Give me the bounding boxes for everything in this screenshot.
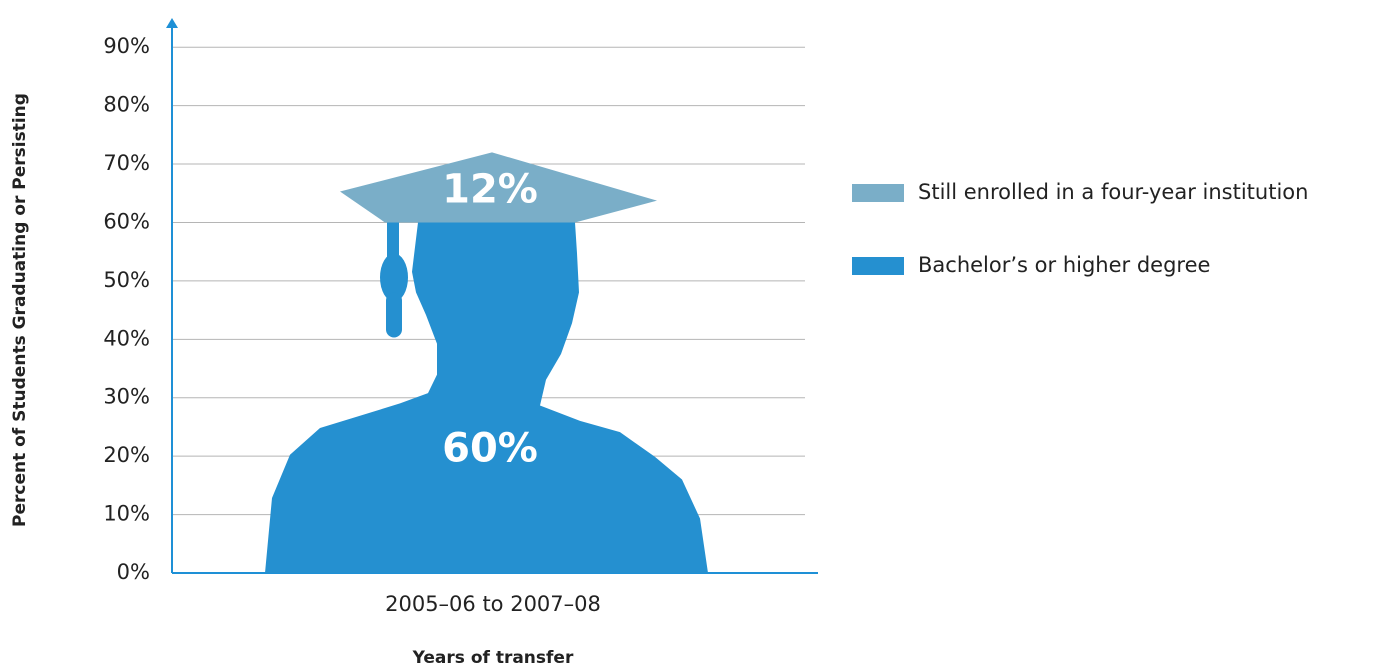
- bar-segment: [265, 222, 708, 573]
- y-tick-label: 80%: [103, 93, 150, 117]
- data-label: 60%: [442, 425, 538, 471]
- y-tick-label: 40%: [103, 326, 150, 350]
- y-tick-label: 70%: [103, 151, 150, 175]
- y-tick-label: 50%: [103, 268, 150, 292]
- legend-swatch: [852, 184, 904, 202]
- y-tick-label: 60%: [103, 209, 150, 233]
- legend-label: Bachelor’s or higher degree: [918, 253, 1210, 277]
- y-tick-label: 0%: [117, 560, 150, 584]
- tassel-knot: [380, 253, 408, 302]
- legend-swatch: [852, 257, 904, 275]
- y-tick-label: 30%: [103, 385, 150, 409]
- y-axis-arrow: [166, 18, 178, 28]
- x-axis-label: Years of transfer: [412, 648, 574, 668]
- tassel-strand: [386, 292, 402, 338]
- y-tick-label: 20%: [103, 443, 150, 467]
- x-tick-label: 2005–06 to 2007–08: [385, 592, 601, 616]
- y-axis-label: Percent of Students Graduating or Persis…: [10, 93, 30, 527]
- legend-label: Still enrolled in a four-year institutio…: [918, 180, 1308, 204]
- y-tick-label: 10%: [103, 502, 150, 526]
- tassel-cord: [387, 218, 399, 259]
- bar-segment: [340, 152, 657, 223]
- data-label: 12%: [442, 166, 538, 212]
- y-tick-label: 90%: [103, 34, 150, 58]
